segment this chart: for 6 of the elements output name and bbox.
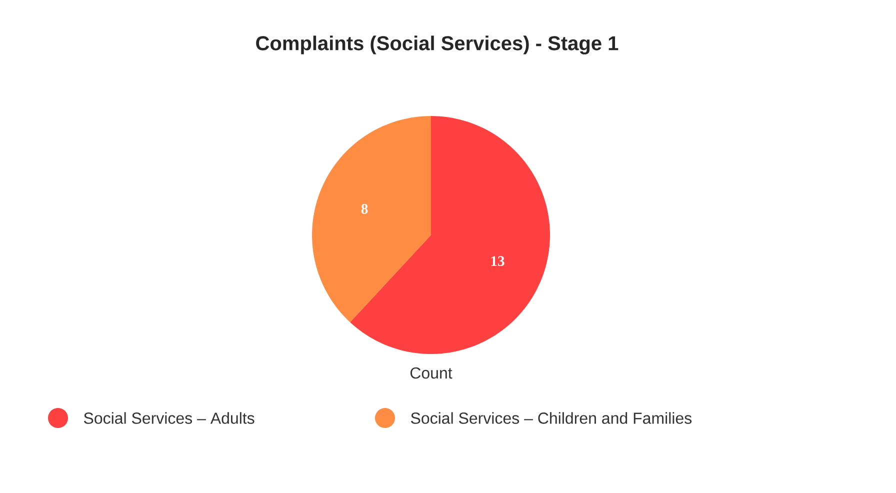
legend-label: Social Services – Children and Families	[411, 412, 692, 424]
data-label: 13	[491, 256, 504, 266]
chart-title: Complaints (Social Services) - Stage 1	[256, 36, 618, 54]
text: Count	[410, 367, 452, 379]
legend-label: Social Services – Adults	[84, 412, 254, 424]
data-label: 8	[361, 204, 368, 214]
